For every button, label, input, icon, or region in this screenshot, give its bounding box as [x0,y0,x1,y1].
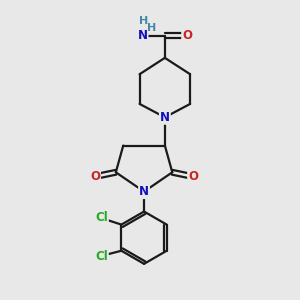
Text: N: N [160,111,170,124]
Text: Cl: Cl [95,211,108,224]
Text: H: H [148,23,157,33]
Text: O: O [188,170,198,183]
Text: O: O [182,29,192,42]
Text: Cl: Cl [95,250,108,263]
Text: N: N [139,185,149,198]
Text: O: O [90,170,100,183]
Text: N: N [138,29,148,42]
Text: H: H [140,16,149,26]
